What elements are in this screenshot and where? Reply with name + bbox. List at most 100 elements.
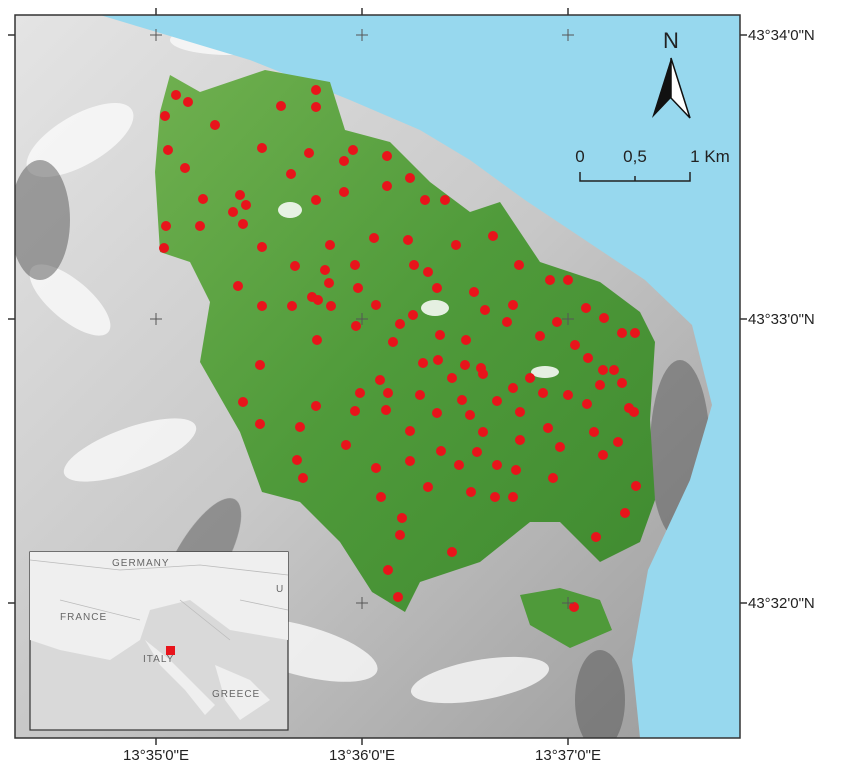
- scale-label: 0: [575, 147, 584, 166]
- study-area-marker: [166, 646, 175, 655]
- sample-point: [515, 407, 525, 417]
- sample-point: [324, 278, 334, 288]
- inset-label: ITALY: [143, 654, 174, 665]
- north-label: N: [663, 28, 679, 53]
- sample-point: [514, 260, 524, 270]
- sample-point: [480, 305, 490, 315]
- sample-point: [257, 143, 267, 153]
- lon-label: 13°37'0"E: [535, 747, 601, 764]
- sample-point: [488, 231, 498, 241]
- sample-point: [235, 190, 245, 200]
- sample-point: [435, 330, 445, 340]
- sample-point: [350, 406, 360, 416]
- sample-point: [466, 487, 476, 497]
- sample-point: [591, 532, 601, 542]
- sample-point: [492, 396, 502, 406]
- sample-point: [339, 187, 349, 197]
- sample-point: [397, 513, 407, 523]
- sample-point: [613, 437, 623, 447]
- sample-point: [418, 358, 428, 368]
- sample-point: [454, 460, 464, 470]
- sample-point: [555, 442, 565, 452]
- sample-point: [393, 592, 403, 602]
- sample-point: [369, 233, 379, 243]
- sample-point: [415, 390, 425, 400]
- inset-label: U: [276, 584, 284, 595]
- lat-label: 43°33'0"N: [748, 311, 815, 328]
- sample-point: [295, 422, 305, 432]
- sample-point: [159, 243, 169, 253]
- sample-point: [161, 221, 171, 231]
- sample-point: [508, 492, 518, 502]
- sample-point: [198, 194, 208, 204]
- sample-point: [298, 473, 308, 483]
- sample-point: [629, 407, 639, 417]
- sample-point: [617, 328, 627, 338]
- sample-point: [451, 240, 461, 250]
- sample-point: [320, 265, 330, 275]
- sample-point: [350, 260, 360, 270]
- sample-point: [353, 283, 363, 293]
- sample-point: [570, 340, 580, 350]
- sample-point: [599, 313, 609, 323]
- sample-point: [286, 169, 296, 179]
- sample-point: [255, 360, 265, 370]
- sample-point: [620, 508, 630, 518]
- sample-point: [436, 446, 446, 456]
- sample-point: [171, 90, 181, 100]
- sample-point: [304, 148, 314, 158]
- sample-point: [548, 473, 558, 483]
- sample-point: [371, 300, 381, 310]
- sample-point: [183, 97, 193, 107]
- sample-point: [312, 335, 322, 345]
- sample-point: [405, 456, 415, 466]
- sample-point: [469, 287, 479, 297]
- sample-point: [381, 405, 391, 415]
- sample-point: [630, 328, 640, 338]
- sample-point: [535, 331, 545, 341]
- sample-point: [405, 173, 415, 183]
- sample-point: [326, 301, 336, 311]
- sample-point: [257, 242, 267, 252]
- sample-point: [440, 195, 450, 205]
- sample-point: [163, 145, 173, 155]
- sample-point: [395, 319, 405, 329]
- sample-point: [233, 281, 243, 291]
- sample-point: [311, 401, 321, 411]
- sample-point: [598, 450, 608, 460]
- sample-point: [432, 283, 442, 293]
- sample-point: [457, 395, 467, 405]
- scale-label: 0,5: [623, 147, 647, 166]
- sample-point: [383, 388, 393, 398]
- lat-label: 43°32'0"N: [748, 595, 815, 612]
- sample-point: [423, 482, 433, 492]
- sample-point: [563, 390, 573, 400]
- map: N 0 0,5 1 Km GERMANY FRANCE ITALY GREECE…: [0, 0, 844, 774]
- sample-point: [420, 195, 430, 205]
- sample-point: [311, 85, 321, 95]
- inset-label: GREECE: [212, 689, 260, 700]
- sample-point: [582, 399, 592, 409]
- sample-point: [465, 410, 475, 420]
- sample-point: [595, 380, 605, 390]
- sample-point: [583, 353, 593, 363]
- sample-point: [287, 301, 297, 311]
- sample-point: [525, 373, 535, 383]
- sample-point: [447, 373, 457, 383]
- sample-point: [325, 240, 335, 250]
- sample-point: [433, 355, 443, 365]
- sample-point: [257, 301, 267, 311]
- lat-label: 43°34'0"N: [748, 27, 815, 44]
- sample-point: [371, 463, 381, 473]
- sample-point: [432, 408, 442, 418]
- sample-point: [545, 275, 555, 285]
- sample-point: [382, 151, 392, 161]
- sample-point: [511, 465, 521, 475]
- sample-point: [376, 492, 386, 502]
- sample-point: [355, 388, 365, 398]
- sample-point: [423, 267, 433, 277]
- sample-point: [351, 321, 361, 331]
- sample-point: [403, 235, 413, 245]
- sample-point: [408, 310, 418, 320]
- sample-point: [313, 295, 323, 305]
